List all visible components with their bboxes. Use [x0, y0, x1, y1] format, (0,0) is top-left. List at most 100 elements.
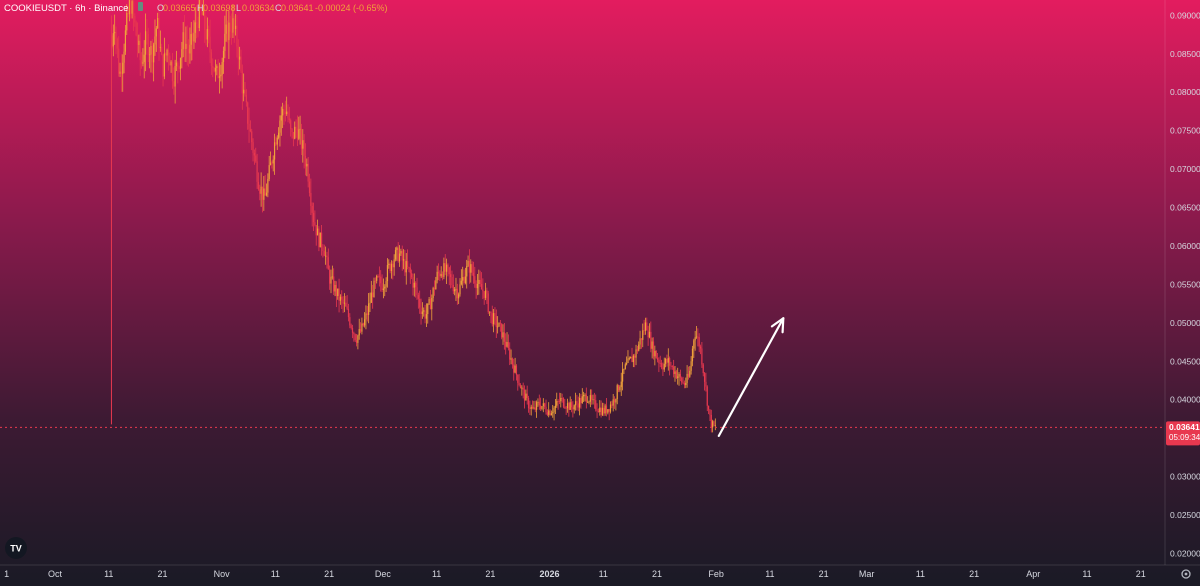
candle-body	[345, 302, 347, 307]
price-tick-label: 0.05000	[1170, 318, 1200, 328]
time-tick-label: 11	[765, 569, 774, 579]
symbol-legend[interactable]: COOKIEUSDT · 6h · Binance O 0.03665 H 0.…	[4, 2, 388, 14]
candle-body	[272, 159, 274, 164]
candle-body	[451, 277, 453, 285]
price-axis[interactable]: 0.020000.025000.030000.035000.040000.045…	[1170, 10, 1200, 558]
candle-body	[609, 404, 612, 412]
candle-body	[139, 40, 141, 61]
candle-body	[130, 0, 132, 14]
candle-body	[235, 25, 237, 30]
candle-body	[595, 400, 597, 410]
candle-body	[311, 205, 313, 213]
candle-body	[619, 386, 621, 391]
candle-body	[126, 13, 128, 31]
candle-body	[116, 39, 118, 49]
candle-body	[690, 361, 692, 371]
candle-body	[710, 414, 712, 428]
candle-body	[259, 189, 261, 194]
candle-body	[515, 365, 518, 375]
candle-body	[303, 140, 305, 156]
candle-body	[455, 288, 457, 290]
candle-body	[695, 336, 698, 338]
candle-body	[445, 264, 448, 272]
candle-body	[402, 259, 405, 261]
candle-body	[390, 263, 393, 272]
candle-body	[677, 376, 679, 378]
candle-body	[665, 359, 667, 364]
candle-body	[479, 279, 481, 285]
candle-body	[330, 276, 332, 284]
candle-body	[642, 330, 644, 340]
candle-body	[592, 399, 594, 401]
candle-body	[196, 22, 198, 25]
candle-body	[370, 292, 372, 303]
price-tick-label: 0.04000	[1170, 395, 1200, 405]
candle-body	[384, 286, 386, 289]
candle-body	[267, 178, 269, 193]
candle-body	[475, 283, 477, 289]
candle-body	[587, 401, 589, 403]
candle-body	[565, 407, 567, 409]
candle-body	[364, 319, 366, 326]
candle-body	[170, 61, 172, 66]
candle-body	[495, 316, 497, 328]
candle-body	[583, 395, 585, 397]
time-axis[interactable]: 1 Oct 11 21 Nov 11 21 Dec 11 21 2026 11 21 Feb 11 21 Mar…	[4, 569, 1146, 579]
candle-body	[120, 71, 122, 74]
time-tick-label: 21	[819, 569, 829, 579]
candle-body	[577, 403, 579, 408]
candle-body	[462, 277, 464, 281]
candle-body	[667, 358, 669, 363]
symbol-title[interactable]: COOKIEUSDT · 6h · Binance	[4, 3, 128, 14]
candle-body	[222, 50, 225, 63]
candle-body	[140, 60, 143, 64]
candle-body	[689, 370, 691, 377]
close-value: 0.03641	[281, 3, 314, 13]
candle-body	[480, 284, 483, 290]
candle-body	[626, 362, 628, 365]
candle-body	[533, 407, 535, 409]
candle-body	[588, 401, 590, 403]
candle-body	[245, 95, 247, 103]
candle-body	[276, 137, 278, 145]
candle-body	[192, 34, 194, 42]
candle-body	[568, 403, 570, 410]
candle-body	[146, 31, 148, 35]
candle-body	[134, 15, 136, 23]
tradingview-logo[interactable]: TV	[5, 537, 27, 559]
candle-body	[701, 348, 703, 365]
time-tick-label: 21	[652, 569, 662, 579]
time-tick-label: 21	[324, 569, 334, 579]
time-tick-label: Dec	[375, 569, 392, 579]
candle-body	[118, 48, 120, 74]
annotation-arrow[interactable]	[717, 317, 785, 437]
candle-body	[531, 406, 534, 409]
candle-body	[646, 322, 648, 331]
candle-body	[273, 142, 276, 160]
candle-body	[458, 294, 460, 299]
candle-body	[314, 222, 316, 226]
candle-body	[552, 412, 554, 414]
candle-body	[691, 348, 694, 362]
candle-body	[354, 334, 356, 341]
candle-body	[115, 31, 117, 40]
candle-body	[233, 18, 235, 30]
candle-body	[151, 45, 153, 63]
candle-body	[260, 186, 262, 194]
gear-icon[interactable]	[1181, 569, 1191, 579]
candle-body	[682, 382, 684, 384]
candle-body	[611, 404, 613, 406]
candle-body	[639, 338, 641, 345]
candle-body	[177, 62, 179, 68]
candle-body	[714, 425, 716, 427]
candle-body	[560, 397, 562, 402]
candle-body	[407, 261, 409, 268]
time-tick-label: Nov	[214, 569, 231, 579]
candle-body	[166, 49, 168, 56]
candle-body	[194, 22, 196, 33]
low-value: 0.03634	[242, 3, 275, 13]
candle-body	[388, 263, 390, 266]
